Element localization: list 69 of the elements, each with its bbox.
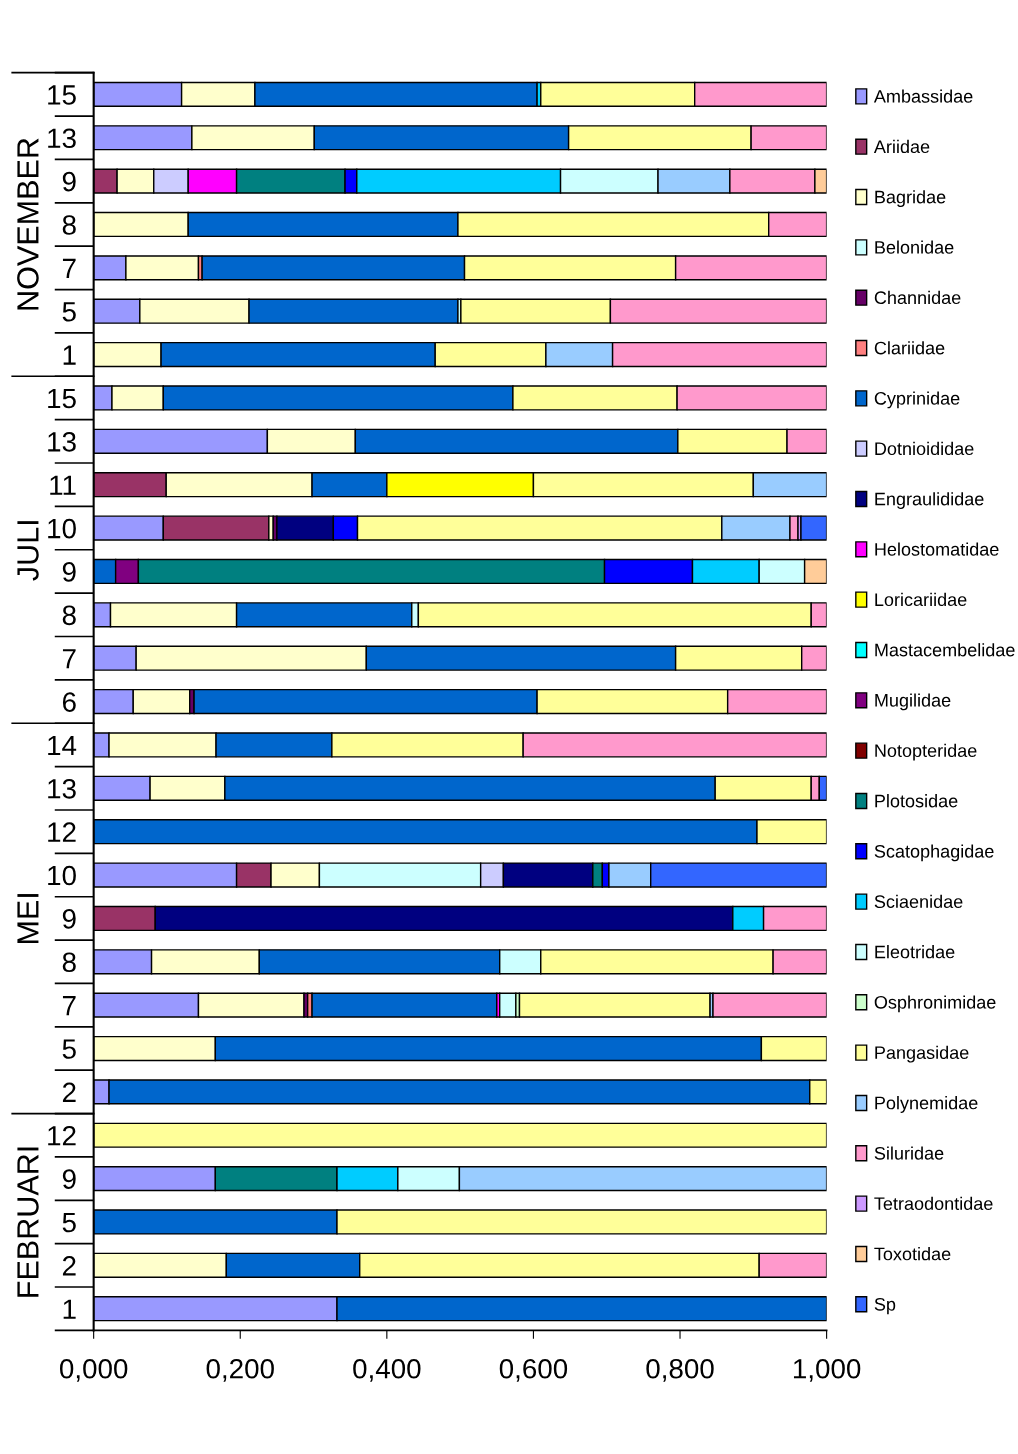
legend-label: Tetraodontidae — [874, 1196, 993, 1211]
y-tick-label: 8 — [62, 605, 76, 626]
y-tick-label: 10 — [48, 518, 76, 539]
text: MEI — [17, 894, 39, 944]
legend-label: Notopteridae — [875, 743, 977, 761]
y-tick-label: 14 — [48, 735, 77, 755]
y-tick-label: 12 — [48, 822, 76, 842]
legend-label: Scatophagidae — [874, 844, 994, 862]
legend-label: Ambassidae — [873, 89, 973, 103]
y-tick-label: 2 — [62, 1256, 76, 1276]
legend-label: Siluridae — [874, 1146, 944, 1160]
legend-label: Sp — [874, 1297, 896, 1315]
y-tick-label: 6 — [62, 692, 76, 712]
bar — [712, 992, 827, 1018]
y-tick-label: 8 — [62, 215, 76, 235]
text: FEBRUARI — [17, 1147, 39, 1297]
y-tick-label: 7 — [62, 649, 76, 669]
legend-label: Mastacembelidae — [875, 643, 1015, 657]
y-tick-label: 8 — [62, 952, 76, 973]
y-tick-label: 9 — [62, 562, 76, 582]
y-tick-label: 12 — [48, 1125, 76, 1146]
legend-label: Dotnioididae — [875, 441, 974, 456]
legend-label: Bagridae — [875, 190, 946, 207]
legend-label: Pangasidae — [875, 1045, 969, 1063]
legend-label: Eleotridae — [875, 945, 955, 959]
x-tick-label: 1,000 — [793, 1358, 861, 1382]
y-tick-label: 11 — [50, 475, 76, 495]
legend-label: Loricariidae — [875, 592, 967, 607]
legend-label: Helostomatidae — [875, 542, 999, 556]
y-tick-label: 9 — [62, 909, 76, 929]
legend-label: Ariidae — [873, 139, 930, 154]
x-tick-label: 0,000 — [59, 1358, 128, 1382]
y-tick-label: 15 — [48, 388, 76, 409]
legend-label: Clariidae — [874, 341, 945, 355]
y-tick-label: 1 — [63, 345, 76, 365]
legend-label: Sciaenidae — [874, 894, 963, 909]
legend-label: Polynemidae — [875, 1096, 978, 1113]
legend-label: Osphronimidae — [874, 995, 996, 1013]
y-tick-label: 5 — [62, 1039, 76, 1059]
bar — [518, 992, 711, 1018]
text: NOVEMBER — [17, 138, 39, 310]
y-tick-label: 5 — [62, 1212, 76, 1233]
bar — [311, 992, 498, 1018]
legend-label: Channidae — [874, 290, 961, 305]
bar — [499, 992, 517, 1018]
legend-label: Engraulididae — [875, 492, 984, 509]
bar — [800, 515, 827, 541]
y-tick-label: 7 — [62, 996, 76, 1016]
x-tick-label: 0,400 — [353, 1358, 421, 1382]
y-tick-label: 5 — [62, 302, 76, 322]
x-tick-label: 0,200 — [206, 1358, 274, 1382]
text: JULI — [17, 521, 39, 581]
x-tick-label: 0,800 — [646, 1358, 714, 1382]
legend-label: Toxotidae — [874, 1247, 951, 1261]
y-tick-label: 2 — [62, 1082, 76, 1102]
y-tick-label: 10 — [48, 865, 76, 886]
legend-label: Belonidae — [875, 240, 954, 254]
y-tick-label: 1 — [63, 1299, 76, 1319]
y-tick-label: 13 — [48, 432, 76, 452]
y-tick-label: 13 — [48, 128, 76, 149]
y-tick-label: 13 — [48, 778, 76, 799]
legend-label: Mugilidae — [875, 693, 951, 711]
legend-label: Plotosidae — [875, 794, 958, 808]
y-tick-label: 9 — [62, 1169, 76, 1189]
legend-label: Cyprinidae — [874, 391, 960, 409]
y-tick-label: 15 — [48, 85, 76, 105]
y-tick-label: 7 — [62, 258, 76, 278]
x-tick-label: 0,600 — [499, 1358, 568, 1382]
y-tick-label: 9 — [62, 171, 76, 192]
